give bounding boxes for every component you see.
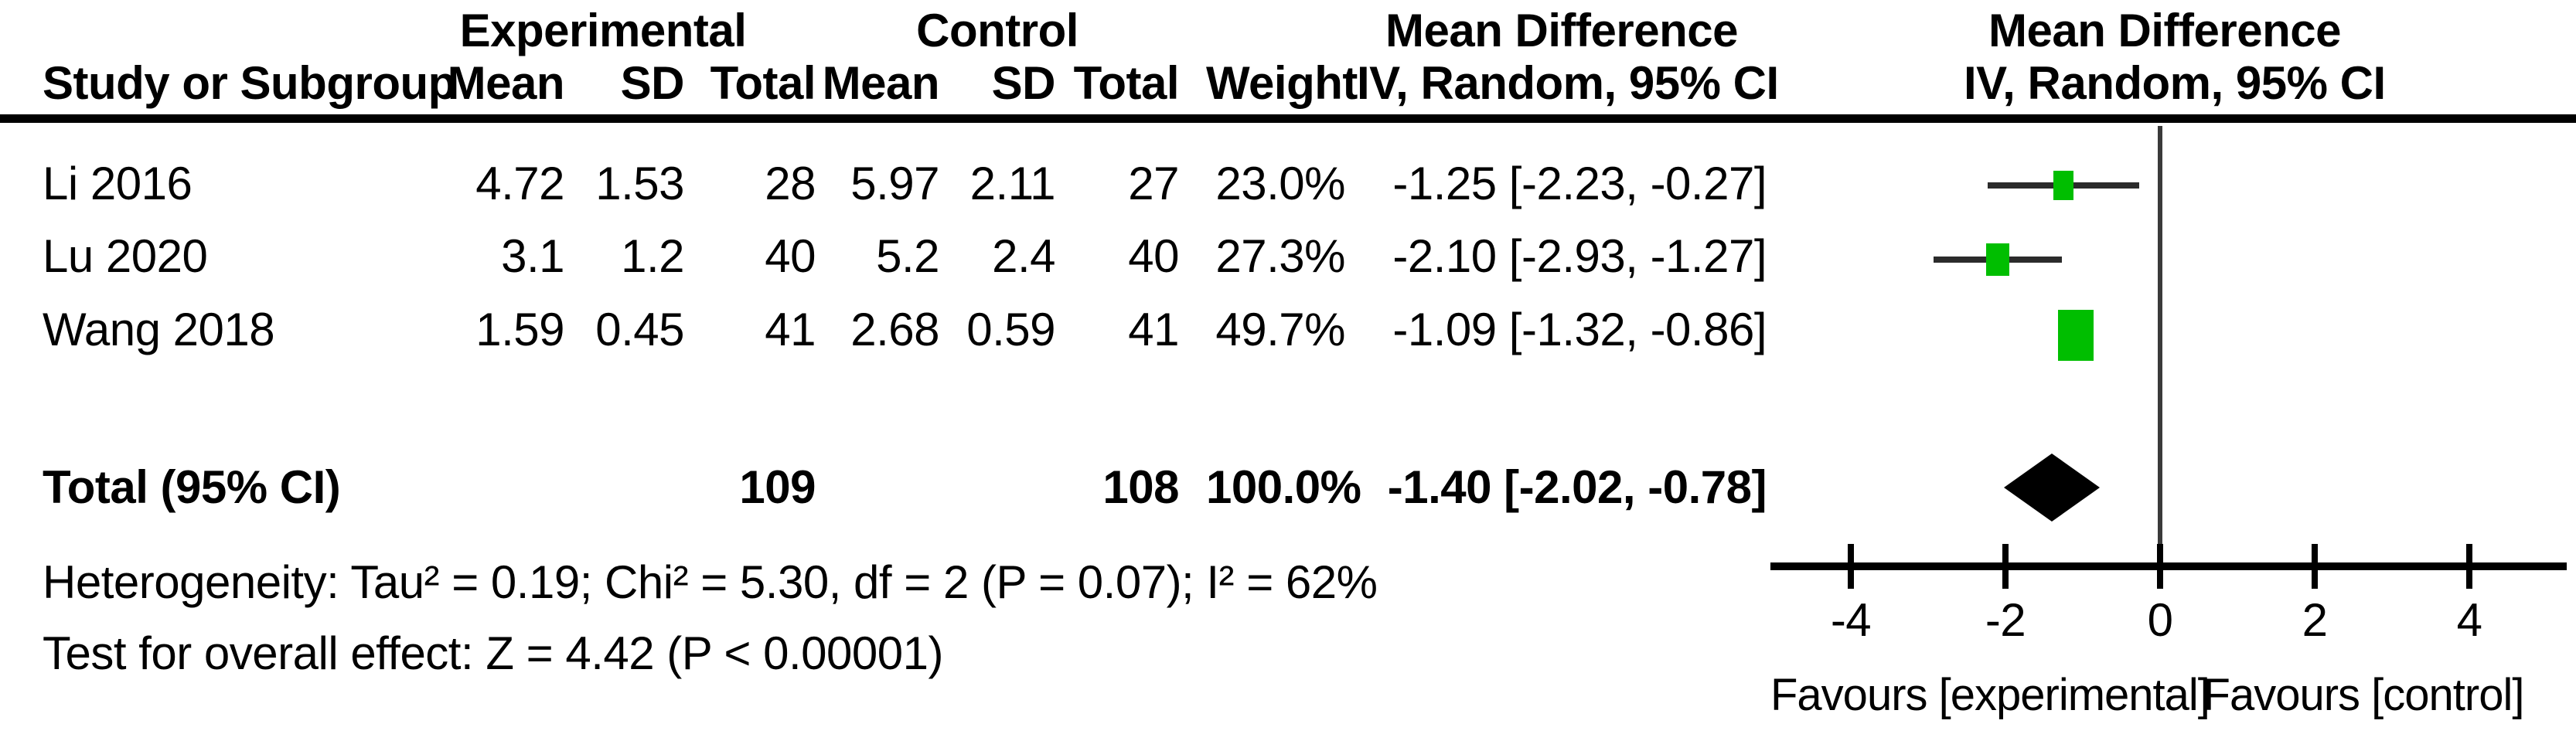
cell-mean-exp: 1.59 [475, 304, 564, 355]
zero-line [2158, 126, 2162, 570]
header-method-col: IV, Random, 95% CI [1357, 57, 1779, 109]
cell-weight: 49.7% [1215, 304, 1345, 355]
cell-sd-ctl: 2.4 [992, 230, 1055, 282]
cell-ci-text: -1.25 [-2.23, -0.27] [1392, 158, 1767, 209]
header-divider [0, 114, 2576, 123]
cell-weight: 27.3% [1215, 230, 1345, 282]
summary-diamond [2004, 454, 2100, 522]
cell-mean-ctl: 2.68 [850, 304, 939, 355]
total-label: Total (95% CI) [43, 461, 341, 513]
cell-mean-exp: 3.1 [501, 230, 564, 282]
axis-tick [1848, 544, 1854, 589]
study-label: Li 2016 [43, 158, 193, 209]
overall-effect-test: Test for overall effect: Z = 4.42 (P < 0… [43, 627, 943, 679]
cell-mean-ctl: 5.2 [876, 230, 939, 282]
cell-total-exp: 28 [765, 158, 816, 209]
x-axis-line [1770, 562, 2567, 570]
cell-ci-text: -1.09 [-1.32, -0.86] [1392, 304, 1767, 355]
study-marker [2057, 310, 2094, 361]
total-ci-text: -1.40 [-2.02, -0.78] [1387, 461, 1767, 513]
study-marker [2053, 171, 2074, 200]
favours-left-label: Favours [experimental] [1770, 670, 2210, 720]
cell-mean-exp: 4.72 [475, 158, 564, 209]
study-marker [1986, 243, 2009, 276]
cell-total-exp: 41 [765, 304, 816, 355]
cell-total-exp: 40 [765, 230, 816, 282]
axis-tick-label: -4 [1830, 594, 1872, 646]
axis-tick-label: -2 [1985, 594, 2026, 646]
axis-tick-label: 0 [2147, 594, 2173, 646]
header-effect-plot: Mean Difference [1988, 5, 2341, 56]
axis-tick [2466, 544, 2472, 589]
cell-total-ctl: 27 [1128, 158, 1179, 209]
favours-right-label: Favours [control] [2203, 670, 2525, 720]
study-label: Wang 2018 [43, 304, 275, 355]
axis-tick [2002, 544, 2009, 589]
header-method-plot: IV, Random, 95% CI [1964, 57, 2386, 109]
cell-sd-ctl: 0.59 [966, 304, 1055, 355]
axis-tick-label: 4 [2456, 594, 2482, 646]
header-sd-exp: SD [620, 57, 685, 109]
cell-weight: 23.0% [1215, 158, 1345, 209]
header-group-experimental: Experimental [459, 5, 747, 56]
header-mean-ctl: Mean [822, 57, 940, 109]
header-group-control: Control [916, 5, 1078, 56]
cell-sd-exp: 1.53 [595, 158, 684, 209]
header-effect-column: Mean Difference [1385, 5, 1738, 56]
cell-total-ctl: 40 [1128, 230, 1179, 282]
header-weight-col: Weight [1206, 57, 1358, 109]
header-total-ctl: Total [1073, 57, 1180, 109]
total-n-exp: 109 [739, 461, 816, 513]
heterogeneity-stats: Heterogeneity: Tau² = 0.19; Chi² = 5.30,… [43, 556, 1378, 608]
axis-tick-label: 2 [2302, 594, 2328, 646]
header-mean-exp: Mean [447, 57, 565, 109]
header-sd-ctl: SD [991, 57, 1056, 109]
header-total-exp: Total [710, 57, 816, 109]
cell-sd-exp: 0.45 [595, 304, 684, 355]
axis-tick [2312, 544, 2318, 589]
axis-tick [2157, 544, 2163, 589]
total-weight: 100.0% [1206, 461, 1361, 513]
total-n-ctl: 108 [1102, 461, 1179, 513]
study-label: Lu 2020 [43, 230, 208, 282]
cell-total-ctl: 41 [1128, 304, 1179, 355]
header-study-col: Study or Subgroup [43, 57, 456, 109]
cell-sd-exp: 1.2 [621, 230, 684, 282]
cell-sd-ctl: 2.11 [969, 158, 1056, 209]
cell-ci-text: -2.10 [-2.93, -1.27] [1392, 230, 1767, 282]
cell-mean-ctl: 5.97 [850, 158, 939, 209]
